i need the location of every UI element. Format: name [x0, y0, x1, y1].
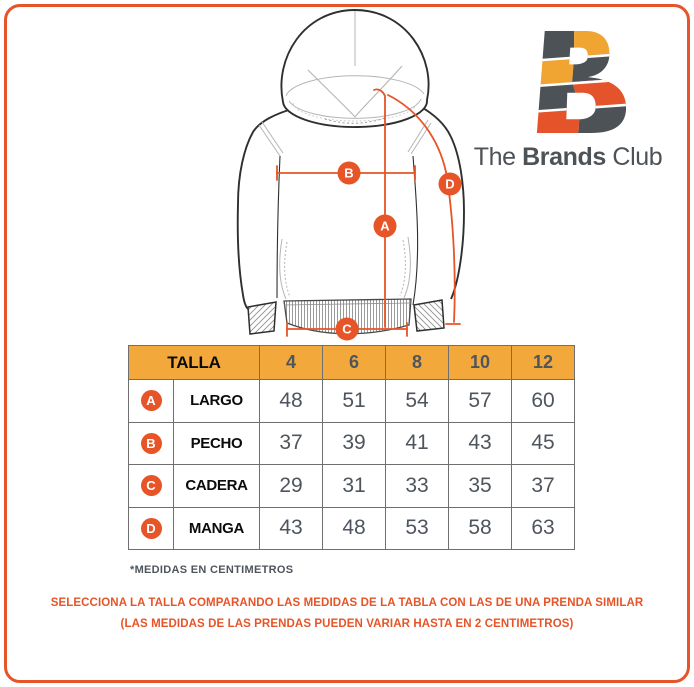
cell-largo-4: 48 — [259, 379, 323, 423]
brand-logo-b-icon — [536, 31, 627, 133]
size-col-header-8: 8 — [385, 345, 449, 380]
table-row-largo: A LARGO 48 51 54 57 60 — [128, 379, 575, 423]
svg-text:C: C — [342, 322, 352, 337]
cell-manga-8: 53 — [385, 506, 449, 550]
cell-cadera-8: 33 — [385, 464, 449, 508]
cell-largo-10: 57 — [448, 379, 512, 423]
cell-cadera-10: 35 — [448, 464, 512, 508]
size-col-header-4: 4 — [259, 345, 323, 380]
table-row-pecho: B PECHO 37 39 41 43 45 — [128, 421, 575, 465]
cell-pecho-4: 37 — [259, 421, 323, 465]
cell-largo-12: 60 — [511, 379, 575, 423]
row-marker-d: D — [140, 517, 162, 539]
row-marker-a: A — [140, 390, 162, 412]
hoodie-seams — [258, 119, 432, 300]
svg-text:D: D — [445, 177, 454, 192]
row-label-largo: LARGO — [173, 379, 260, 423]
row-label-pecho: PECHO — [173, 421, 260, 465]
row-marker-b: B — [140, 432, 162, 454]
size-col-header-6: 6 — [322, 345, 386, 380]
svg-text:A: A — [380, 219, 390, 234]
cell-pecho-8: 41 — [385, 421, 449, 465]
cell-largo-8: 54 — [385, 379, 449, 423]
marker-b-badge: B — [337, 161, 361, 185]
cell-manga-10: 58 — [448, 506, 512, 550]
cell-largo-6: 51 — [322, 379, 386, 423]
row-label-manga: MANGA — [173, 506, 260, 550]
cell-manga-12: 63 — [511, 506, 575, 550]
cell-cadera-6: 31 — [322, 464, 386, 508]
brand-name: The Brands Club — [458, 143, 678, 172]
hoodie-left-cuff — [247, 301, 277, 335]
talla-header: TALLA — [128, 345, 260, 380]
hoodie-hem — [283, 298, 412, 335]
units-note: *MEDIDAS EN CENTIMETROS — [130, 564, 294, 576]
table-row-manga: D MANGA 43 48 53 58 63 — [128, 506, 575, 550]
selection-note: SELECCIONA LA TALLA COMPARANDO LAS MEDID… — [50, 597, 644, 609]
cell-cadera-4: 29 — [259, 464, 323, 508]
marker-d-badge: D — [438, 172, 462, 196]
cell-cadera-12: 37 — [511, 464, 575, 508]
size-col-header-12: 12 — [511, 345, 575, 380]
hoodie-right-cuff — [413, 299, 445, 332]
svg-text:B: B — [344, 166, 353, 181]
cell-manga-6: 48 — [322, 506, 386, 550]
cell-pecho-6: 39 — [322, 421, 386, 465]
hoodie-hood — [280, 9, 430, 128]
size-table-header-row: TALLA 4 6 8 10 12 — [128, 345, 575, 380]
measure-line-a — [373, 88, 386, 328]
tolerance-note: (LAS MEDIDAS DE LAS PRENDAS PUEDEN VARIA… — [120, 618, 574, 630]
cell-pecho-10: 43 — [448, 421, 512, 465]
cell-manga-4: 43 — [259, 506, 323, 550]
size-table: TALLA 4 6 8 10 12 A LARGO 48 51 54 57 60… — [128, 345, 575, 550]
row-label-cadera: CADERA — [173, 464, 260, 508]
marker-badges: A B C D — [335, 161, 462, 341]
marker-a-badge: A — [373, 214, 397, 238]
hoodie-illustration: A B C D — [236, 9, 465, 341]
size-col-header-10: 10 — [448, 345, 512, 380]
brand-name-the: The — [473, 143, 523, 171]
brand-name-club: Club — [605, 143, 663, 171]
cell-pecho-12: 45 — [511, 421, 575, 465]
measure-line-d — [387, 94, 461, 325]
marker-c-badge: C — [335, 317, 359, 341]
table-row-cadera: C CADERA 29 31 33 35 37 — [128, 464, 575, 508]
row-marker-c: C — [140, 475, 162, 497]
brand-name-brands: Brands — [522, 143, 606, 171]
